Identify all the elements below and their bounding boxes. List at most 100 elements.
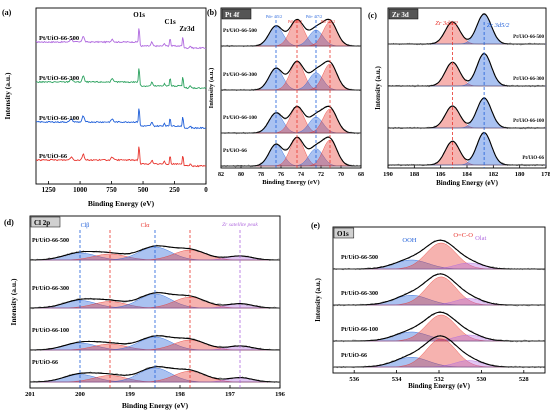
- peak-label: Pt0 4f7/2: [321, 20, 335, 24]
- panel-frame: [220, 7, 362, 169]
- x-tick-label: 70: [338, 172, 344, 178]
- x-tick-label: 72: [318, 172, 324, 178]
- panel-frame: [387, 7, 547, 169]
- x-tick-label: 80: [238, 172, 244, 178]
- series-label: Pt/UiO-66-500: [223, 28, 257, 34]
- survey-line-3: [35, 146, 207, 168]
- series-label: Pt/UiO-66-300: [223, 72, 257, 78]
- x-tick-label: 528: [519, 376, 530, 383]
- x-tick-label: 750: [106, 186, 117, 194]
- panel-frame: [35, 7, 207, 185]
- panel-label: (c): [368, 11, 377, 20]
- series-label: Pt/UiO-66-100: [39, 115, 79, 122]
- x-tick-label: 532: [434, 376, 444, 383]
- x-tick-label: 1000: [73, 186, 88, 194]
- series-label: Pt/UiO-66-300: [39, 75, 79, 82]
- x-tick-label: 186: [436, 171, 447, 178]
- series-label: Pt/UiO-66-500: [341, 255, 378, 261]
- y-axis-label: Intensity (a.u.): [314, 277, 322, 321]
- y-axis-label: Intensity (a.u.): [9, 278, 18, 325]
- series-label: Pt/UiO-66-300: [341, 291, 378, 297]
- x-tick-label: 184: [462, 171, 473, 178]
- panel-title-box: [221, 8, 252, 20]
- x-axis-label: Binding Energy (eV): [262, 179, 319, 186]
- x-tick-label: 76: [278, 172, 284, 178]
- x-tick-label: 534: [392, 376, 403, 383]
- x-tick-label: 190: [383, 171, 393, 178]
- panel-title: Pt 4f: [225, 11, 240, 19]
- series-label: Pt/UiO-66-100: [341, 327, 378, 333]
- x-tick-label: 180: [515, 171, 525, 178]
- series-label: Pt/UiO-66-100: [513, 119, 544, 124]
- survey-line-0: [36, 28, 207, 50]
- x-tick-label: 201: [25, 391, 35, 398]
- x-tick-label: 196: [275, 391, 286, 398]
- x-tick-label: 500: [138, 186, 149, 194]
- x-tick-label: 82: [218, 172, 224, 178]
- panel-title-box: [388, 8, 419, 20]
- series-label: Pt/UiO-66: [39, 153, 68, 160]
- x-tick-label: 68: [358, 172, 364, 178]
- peak-label: Zr 3d3/2: [435, 20, 458, 27]
- fit-component: [388, 140, 546, 166]
- annotation: Clβ: [81, 223, 90, 229]
- series-label: Pt/UiO-66: [32, 360, 58, 366]
- x-tick-label: 0: [204, 186, 208, 194]
- x-tick-label: 1250: [42, 186, 57, 194]
- x-tick-label: 200: [75, 391, 85, 398]
- x-tick-label: 182: [488, 171, 498, 178]
- panel-label: (a): [2, 8, 12, 17]
- x-tick-label: 530: [477, 376, 487, 383]
- x-axis-label: Binding Energy (eV): [122, 401, 189, 410]
- x-axis-label: Binding Energy (eV): [88, 199, 155, 208]
- panel-title-box: [333, 227, 355, 239]
- x-tick-label: 178: [541, 171, 550, 178]
- peak-label: Ptδ+ 4f5/2: [266, 15, 282, 19]
- peak-label: Olat: [475, 235, 486, 242]
- fit-component: [388, 21, 546, 45]
- series-label: Pt/UiO-66: [341, 353, 367, 359]
- x-tick-label: 536: [349, 376, 360, 383]
- x-tick-label: 250: [169, 186, 180, 194]
- panel-label: (b): [207, 8, 217, 17]
- y-axis-label: Intensity (a.u.): [3, 72, 12, 119]
- raw-spectrum: [387, 52, 545, 88]
- peak-label: O1s: [133, 11, 145, 19]
- fit-component: [388, 61, 546, 87]
- annotation: Zr satellite peak: [222, 222, 258, 228]
- series-label: Pt/UiO-66-300: [513, 77, 544, 82]
- peak-label: OOH: [402, 237, 416, 244]
- x-tick-label: 199: [125, 391, 136, 398]
- x-tick-label: 74: [298, 172, 304, 178]
- series-label: Pt/UiO-66-100: [223, 115, 257, 121]
- panel-title: Cl 2p: [34, 219, 50, 227]
- x-tick-label: 198: [175, 391, 186, 398]
- panel-title: O1s: [337, 230, 349, 238]
- peak-label: O=C-O: [453, 232, 473, 239]
- x-tick-label: 197: [225, 391, 236, 398]
- fit-component: [388, 105, 546, 129]
- x-axis-label: Binding Energy (eV): [436, 179, 499, 187]
- series-label: Pt/UiO-66-500: [39, 35, 79, 42]
- panel-label: (d): [4, 218, 14, 227]
- peak-label: C1s: [164, 18, 176, 26]
- series-label: Pt/UiO-66: [522, 156, 544, 161]
- peak-label: Ptδ+ 4f7/2: [306, 15, 322, 19]
- x-axis-label: Binding Energy (eV): [408, 382, 471, 390]
- series-label: Pt/UiO-66-500: [513, 35, 544, 40]
- annotation: Clα: [141, 223, 151, 229]
- panel-title-box: [30, 216, 61, 228]
- panel-title: Zr 3d: [392, 11, 409, 19]
- survey-line-1: [35, 68, 207, 90]
- x-tick-label: 188: [409, 171, 420, 178]
- series-label: Pt/UiO-66-300: [32, 286, 69, 292]
- x-tick-label: 78: [258, 172, 264, 178]
- survey-line-2: [35, 108, 207, 130]
- peak-label: Pt0 4f5/2: [288, 20, 302, 24]
- y-axis-label: Intensity (a.u.): [374, 65, 382, 109]
- y-axis-label: Intensity (a.u.): [208, 68, 215, 109]
- series-label: Pt/UiO-66-500: [32, 238, 69, 244]
- peak-label: Zr3d: [179, 25, 194, 33]
- panel-label: (e): [311, 221, 320, 230]
